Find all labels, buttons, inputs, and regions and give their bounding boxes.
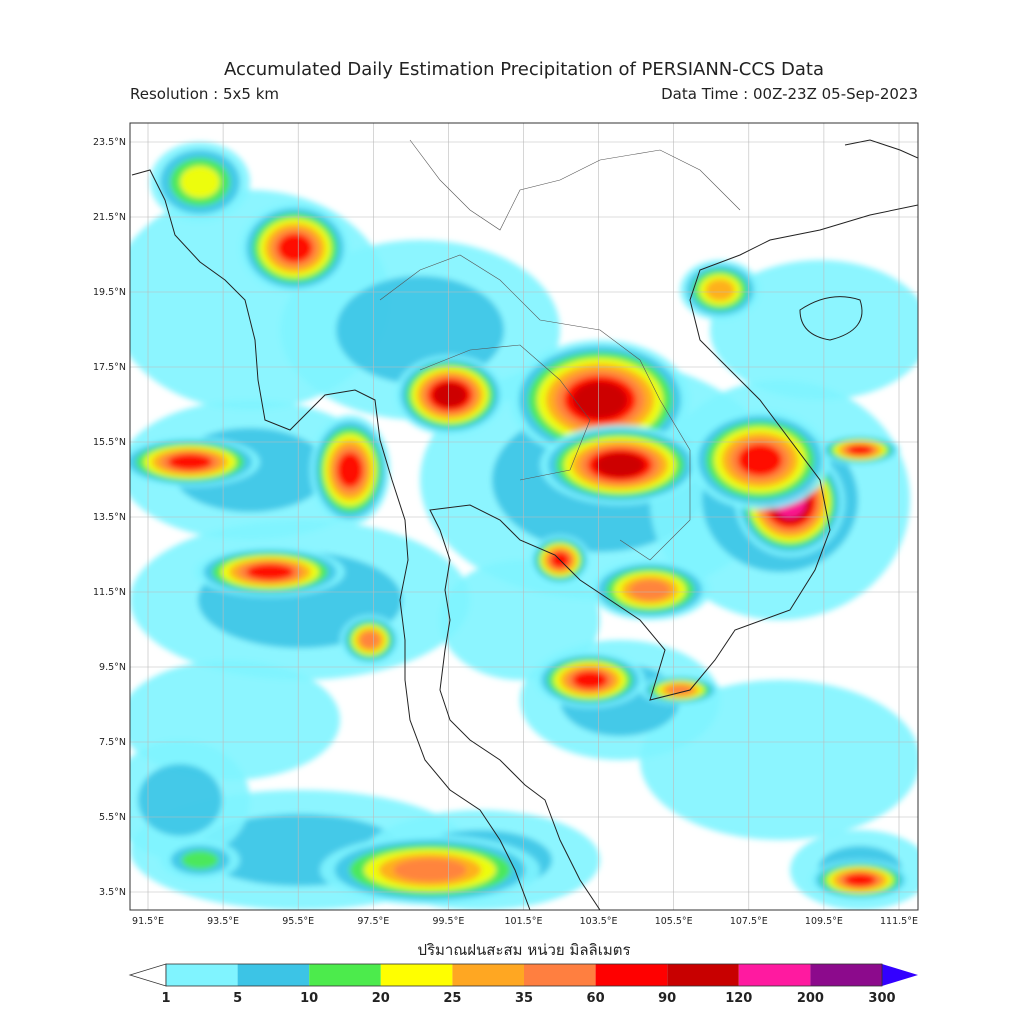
lon-label: 105.5°E (655, 916, 693, 927)
axis-labels: 23.5°N 21.5°N 19.5°N 17.5°N 15.5°N 13.5°N 11.5… (93, 137, 918, 927)
rain-area (710, 260, 918, 400)
title: Accumulated Daily Estimation Precipitati… (224, 59, 824, 80)
rain-area (246, 564, 294, 580)
map (130, 123, 918, 910)
colorbar-tick-label: 25 (443, 991, 461, 1006)
lon-label: 101.5°E (505, 916, 543, 927)
colorbar-tick-label: 10 (300, 991, 318, 1006)
rain-area (138, 764, 222, 836)
colorbar-tick-label: 60 (587, 991, 605, 1006)
rain-area (738, 444, 782, 476)
colorbar: 1 5 10 20 25 35 60 90 120 200 300 (128, 963, 918, 1006)
colorbar-segment (166, 964, 238, 986)
colorbar-segment (810, 964, 882, 986)
lon-label: 109.5°E (805, 916, 843, 927)
coastlines (131, 139, 918, 910)
lon-label: 95.5°E (282, 916, 314, 927)
rain-area (844, 873, 876, 887)
lat-label: 19.5°N (93, 287, 126, 298)
lat-label: 5.5°N (99, 812, 126, 823)
lon-label: 103.5°E (580, 916, 618, 927)
rain-area (168, 454, 212, 470)
rain-area (666, 685, 694, 695)
map-frame (129, 122, 919, 911)
colorbar-over (882, 964, 918, 986)
colorbar-tick-label: 5 (233, 991, 242, 1006)
lat-label: 15.5°N (93, 437, 126, 448)
lat-label: 9.5°N (99, 662, 126, 673)
rain-area (393, 858, 467, 882)
lat-label: 17.5°N (93, 362, 126, 373)
colorbar-segment (524, 964, 596, 986)
lat-label: 13.5°N (93, 512, 126, 523)
colorbar-segment (309, 964, 381, 986)
lon-label: 111.5°E (880, 916, 918, 927)
rain-area (277, 233, 313, 263)
colorbar-segment (595, 964, 668, 986)
colorbar-under (128, 963, 167, 987)
colorbar-tick-label: 200 (797, 991, 824, 1006)
rain-area (360, 631, 380, 649)
rain-area (630, 580, 670, 600)
rain-area (181, 850, 219, 870)
colorbar-tick-label: 120 (725, 991, 752, 1006)
colorbar-segment (738, 964, 811, 986)
rain-area (573, 382, 627, 418)
rain-area (847, 445, 873, 455)
grid (130, 123, 918, 910)
lat-label: 21.5°N (93, 212, 126, 223)
lon-label: 97.5°E (357, 916, 389, 927)
data-time: Data Time : 00Z-23Z 05-Sep-2023 (661, 85, 918, 103)
colorbar-tick-label: 1 (161, 991, 170, 1006)
rain-area (337, 452, 363, 488)
colorbar-tick-label: 35 (515, 991, 533, 1006)
lat-label: 11.5°N (93, 587, 126, 598)
colorbar-segment (667, 964, 739, 986)
rain-area (572, 671, 608, 689)
lon-label: 93.5°E (207, 916, 239, 927)
rain-area (180, 166, 220, 198)
resolution: Resolution : 5x5 km (130, 85, 279, 103)
colorbar-tick-label: 300 (868, 991, 895, 1006)
lon-label: 107.5°E (730, 916, 768, 927)
colorbar-segment (380, 964, 453, 986)
rain-field (130, 142, 918, 910)
colorbar-segment (452, 964, 524, 986)
rain-area (705, 279, 735, 301)
colorbar-outline (165, 963, 883, 987)
rain-area (433, 383, 467, 407)
colorbar-tick-label: 90 (658, 991, 676, 1006)
colorbar-tick-label: 20 (372, 991, 390, 1006)
colorbar-segment (237, 964, 310, 986)
colorbar-label: ปริมาณฝนสะสม หน่วย มิลลิเมตร (417, 941, 630, 959)
borders (379, 139, 741, 561)
lat-label: 7.5°N (99, 737, 126, 748)
lon-label: 99.5°E (432, 916, 464, 927)
lat-label: 23.5°N (93, 137, 126, 148)
lon-label: 91.5°E (132, 916, 164, 927)
rain-area (596, 453, 644, 477)
lat-label: 3.5°N (99, 887, 126, 898)
